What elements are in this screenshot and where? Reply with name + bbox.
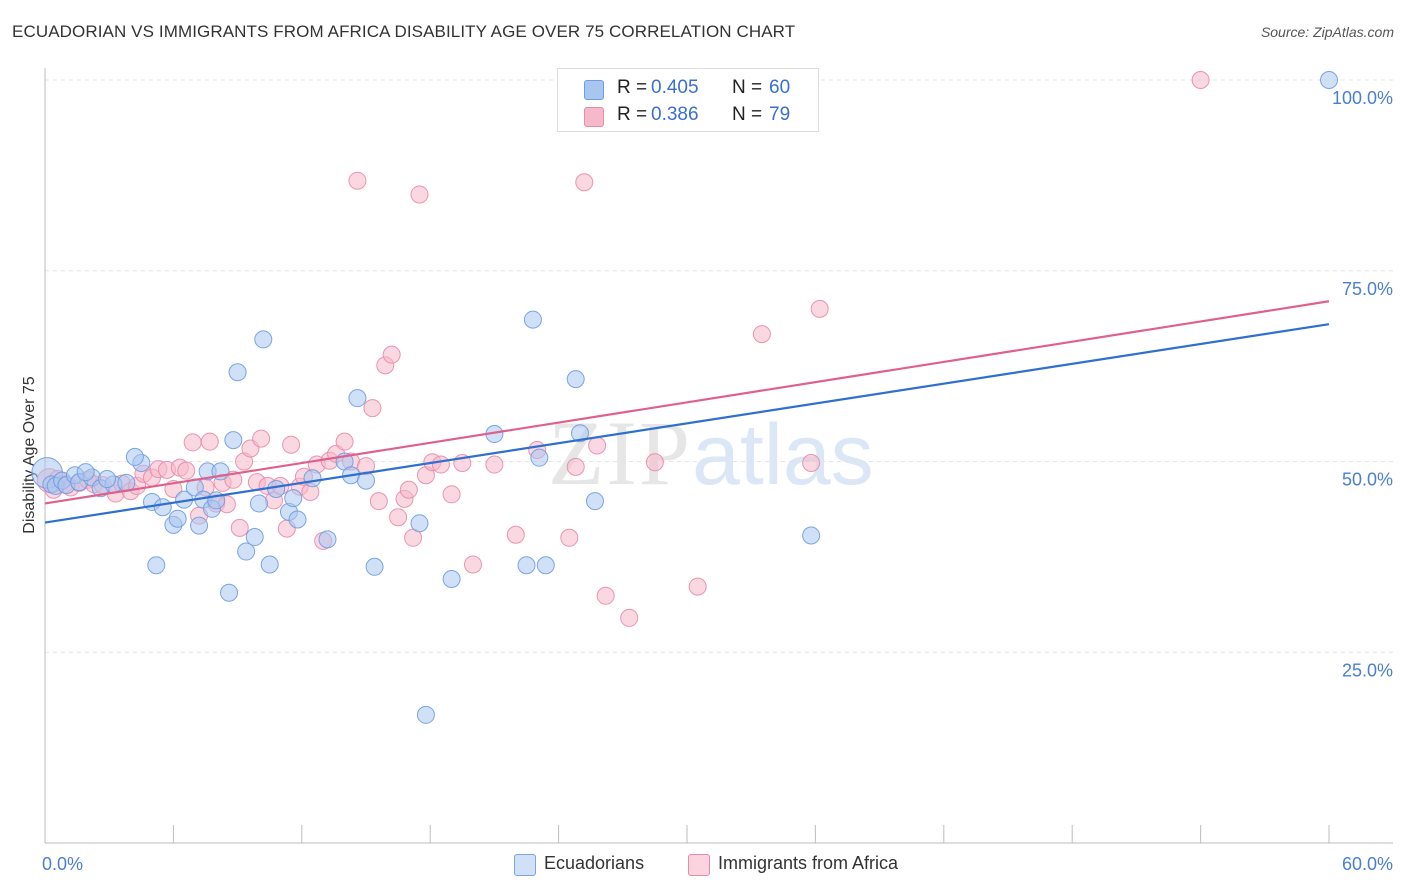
watermark-zip: ZIP	[548, 402, 692, 504]
y-tick-label: 25.0%	[1342, 660, 1393, 680]
ecuadorian-point	[228, 363, 247, 382]
africa-point	[177, 461, 196, 480]
n-value: 79	[769, 104, 791, 125]
stats-legend: R = 0.405 N = 60 R = 0.386 N = 79	[557, 68, 819, 132]
africa-point	[560, 528, 579, 547]
ecuadorian-point	[250, 494, 268, 513]
africa-point	[252, 429, 271, 448]
africa-point	[369, 492, 388, 511]
y-tick-label: 50.0%	[1342, 470, 1393, 490]
africa-point	[688, 577, 707, 596]
africa-point	[230, 518, 249, 537]
africa-point	[645, 453, 664, 472]
africa-point	[389, 508, 408, 527]
legend-swatch-ecuadorians	[514, 854, 536, 876]
ecuadorian-point	[288, 510, 307, 529]
ecuadorian-point	[98, 470, 117, 489]
ecuadorian-point	[442, 570, 461, 589]
y-tick-label: 100.0%	[1332, 88, 1393, 108]
ecuadorian-point	[523, 310, 542, 329]
ecuadorian-point	[571, 424, 589, 443]
ecuadorian-point	[416, 705, 435, 724]
y-tick-label: 75.0%	[1342, 279, 1393, 299]
ecuadorian-point	[1320, 71, 1338, 89]
chart-source: Source: ZipAtlas.com	[1260, 24, 1394, 40]
legend-swatch-ecuadorians	[584, 80, 604, 100]
watermark-atlas: atlas	[692, 407, 874, 503]
r-label: R =	[617, 104, 648, 125]
africa-point	[596, 586, 615, 605]
ecuadorian-point	[536, 556, 555, 575]
africa-point	[566, 457, 585, 476]
africa-point	[752, 325, 771, 344]
ecuadorian-point	[410, 514, 429, 533]
africa-trend-line	[44, 300, 1330, 505]
legend-label-ecuadorians: Ecuadorians	[544, 853, 645, 873]
x-tick-label: 0.0%	[42, 854, 83, 874]
africa-point	[485, 455, 504, 474]
n-label: N =	[732, 104, 763, 125]
africa-point	[183, 433, 202, 452]
n-label: N =	[732, 77, 763, 98]
africa-point	[363, 399, 382, 418]
ecuadorian-point	[284, 489, 303, 508]
r-value: 0.386	[651, 104, 699, 125]
africa-point	[399, 480, 418, 499]
r-value: 0.405	[651, 77, 699, 98]
africa-point	[442, 485, 461, 504]
ecuadorian-point	[245, 528, 264, 547]
africa-point	[464, 555, 482, 574]
ecuadorian-point	[365, 557, 384, 576]
ecuadorian-point	[318, 530, 337, 549]
ecuadorian-point	[254, 330, 273, 349]
ecuadorian-point	[585, 492, 604, 511]
ecuadorian-point	[224, 431, 243, 450]
africa-point	[282, 435, 301, 454]
ecuadorian-point	[237, 542, 256, 561]
ecuadorian-point	[220, 583, 239, 602]
africa-point	[802, 454, 821, 473]
legend-swatch-africa	[688, 854, 710, 876]
ecuadorian-point	[190, 516, 209, 535]
ecuadorian-point	[303, 469, 322, 488]
ecuadorian-point	[147, 556, 166, 575]
africa-point	[335, 432, 354, 451]
africa-point	[506, 525, 525, 544]
ecuadorian-point	[530, 448, 549, 467]
africa-point	[1191, 71, 1210, 89]
ecuadorian-trend-line	[44, 323, 1330, 524]
ecuadorian-point	[260, 555, 279, 574]
ecuadorian-point	[153, 498, 172, 517]
africa-point	[810, 299, 829, 318]
africa-point	[382, 345, 401, 364]
ecuadorian-point	[566, 370, 585, 389]
ecuadorian-point	[348, 389, 367, 408]
ecuadorian-point	[76, 463, 95, 482]
africa-point	[431, 455, 450, 474]
africa-point	[200, 432, 219, 451]
r-label: R =	[617, 77, 648, 98]
ecuadorian-point	[517, 556, 536, 575]
legend-swatch-africa	[584, 107, 604, 127]
africa-point	[620, 608, 639, 627]
ecuadorian-point	[168, 509, 187, 528]
africa-point	[410, 185, 429, 204]
x-tick-label: 60.0%	[1342, 854, 1393, 874]
legend-label-africa: Immigrants from Africa	[718, 853, 899, 873]
africa-point	[588, 436, 607, 455]
ecuadorian-point	[802, 526, 821, 545]
watermark: ZIPatlas	[548, 400, 874, 506]
africa-point	[348, 171, 367, 190]
chart-title: ECUADORIAN VS IMMIGRANTS FROM AFRICA DIS…	[12, 22, 796, 41]
n-value: 60	[769, 77, 791, 98]
ecuadorian-point	[125, 447, 144, 466]
series-legend: Ecuadorians Immigrants from Africa	[0, 852, 1406, 878]
ecuadorian-point	[267, 479, 286, 498]
africa-point	[575, 173, 594, 192]
